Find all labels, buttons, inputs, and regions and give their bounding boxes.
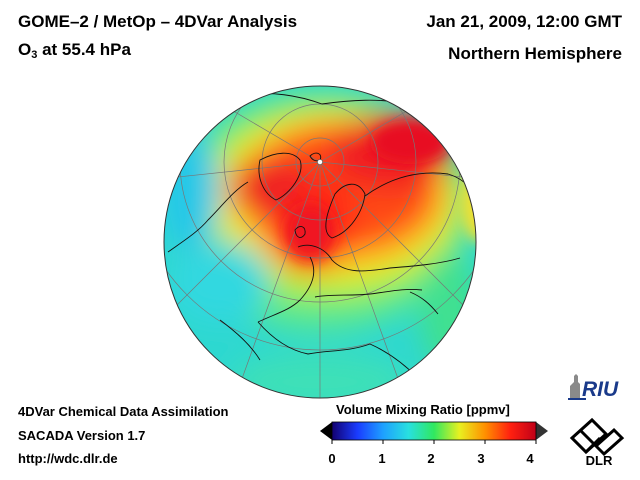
species-symbol: O [18,40,32,59]
ozone-globe-map [163,85,477,399]
footer-line-2: SACADA Version 1.7 [18,428,146,443]
map-subtitle: O3 at 55.4 hPa [18,40,131,61]
graticule [164,86,476,398]
pressure-level: at 55.4 hPa [37,40,131,59]
coastlines [167,93,476,379]
north-pole-marker [317,159,323,165]
map-title: GOME–2 / MetOp – 4DVar Analysis [18,12,298,31]
colorbar-tick-label: 3 [477,451,485,466]
colorbar-tick-label: 0 [328,451,336,466]
dlr-logo: DLR [569,417,625,468]
globe-outline [163,85,477,399]
dlr-logo-text: DLR [586,453,613,468]
analysis-datetime: Jan 21, 2009, 12:00 GMT [426,12,622,31]
footer-url: http://wdc.dlr.de [18,451,118,466]
riu-tower-icon [570,374,580,398]
dlr-emblem-icon [569,417,625,457]
region-label: Northern Hemisphere [448,44,622,63]
colorbar-tick-label: 1 [378,451,386,466]
riu-logo: RIU [568,374,619,401]
species-subscript: 3 [31,49,38,61]
colorbar-title: Volume Mixing Ratio [ppmv] [336,402,510,417]
colorbar-low-arrow [320,422,332,440]
riu-logo-text: RIU [582,378,619,401]
colorbar-high-arrow [536,422,548,440]
colorbar-tick-label: 4 [526,451,534,466]
colorbar-gradient [331,421,537,441]
colorbar [320,421,548,444]
colorbar-tick-label: 2 [427,451,435,466]
footer-line-1: 4DVar Chemical Data Assimilation [18,404,229,419]
